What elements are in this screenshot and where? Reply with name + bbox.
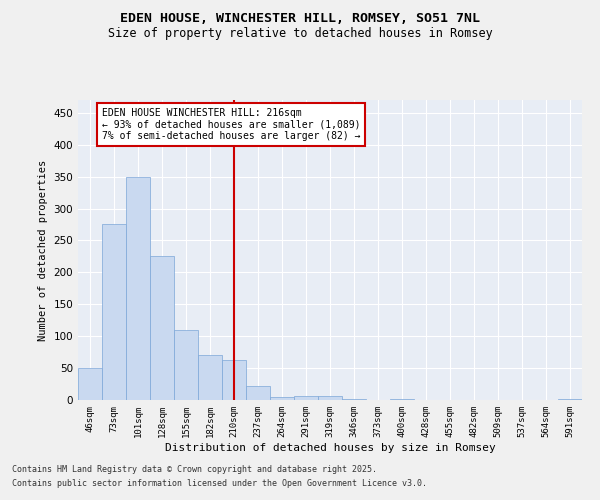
Text: Size of property relative to detached houses in Romsey: Size of property relative to detached ho… (107, 28, 493, 40)
Bar (150, 256, 174, 400)
Bar (174, 330, 198, 400)
Bar (126, 176, 150, 400)
X-axis label: Distribution of detached houses by size in Romsey: Distribution of detached houses by size … (164, 442, 496, 452)
Text: Contains public sector information licensed under the Open Government Licence v3: Contains public sector information licen… (12, 479, 427, 488)
Text: Contains HM Land Registry data © Crown copyright and database right 2025.: Contains HM Land Registry data © Crown c… (12, 466, 377, 474)
Bar (270, 397, 294, 400)
Text: EDEN HOUSE WINCHESTER HILL: 216sqm
← 93% of detached houses are smaller (1,089)
: EDEN HOUSE WINCHESTER HILL: 216sqm ← 93%… (102, 108, 361, 141)
Bar (198, 356, 222, 400)
Bar (294, 396, 318, 400)
Y-axis label: Number of detached properties: Number of detached properties (38, 160, 48, 340)
Bar (246, 386, 270, 400)
Bar (318, 396, 342, 400)
Bar (222, 360, 246, 400)
Bar (102, 224, 126, 400)
Text: EDEN HOUSE, WINCHESTER HILL, ROMSEY, SO51 7NL: EDEN HOUSE, WINCHESTER HILL, ROMSEY, SO5… (120, 12, 480, 26)
Bar (78, 368, 102, 400)
